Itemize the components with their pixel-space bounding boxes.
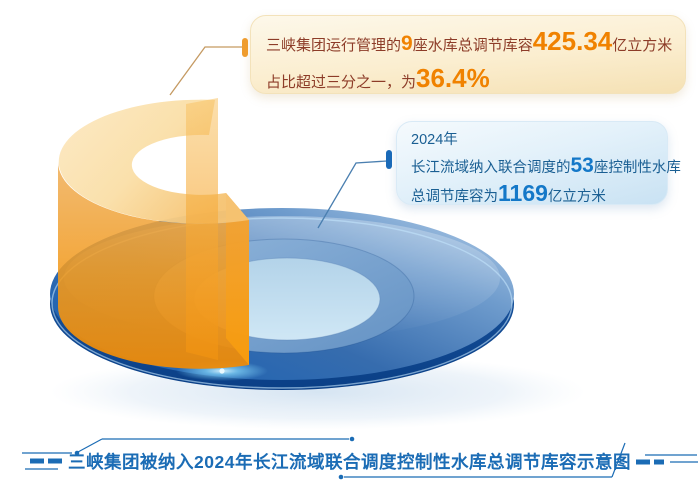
basin-capacity-value: 1169 — [498, 180, 548, 206]
ctg-line2-prefix: 占比超过三分之一，为 — [266, 74, 417, 91]
ctg-line1-suffix: 亿立方米 — [612, 37, 673, 54]
wedge-cut-face-front — [226, 193, 249, 365]
ctg-share-value: 36.4% — [416, 63, 490, 93]
wedge-cut-slab — [186, 98, 218, 360]
callout-ctg-line1: 三峡集团运行管理的9座水库总调节库容425.34亿立方米 — [266, 25, 685, 62]
wedge-ctg-share — [58, 98, 250, 369]
footer-decor — [22, 436, 698, 480]
callout-ctg-tab — [242, 38, 248, 57]
disc-glint-core — [219, 368, 225, 374]
ctg-line1-mid: 座水库总调节库容 — [412, 37, 533, 54]
ctg-capacity-value: 425.34 — [532, 26, 613, 56]
callout-basin-line2: 长江流域纳入联合调度的53座控制性水库 — [411, 153, 681, 181]
connector-orange-line — [169, 46, 243, 96]
basin-line2-suffix: 座控制性水库 — [593, 160, 681, 176]
callout-ctg-line2: 占比超过三分之一，为36.4% — [266, 62, 685, 99]
callout-basin: 2024年 长江流域纳入联合调度的53座控制性水库 总调节库容为1169亿立方米 — [396, 121, 681, 206]
footer-left-diagonal — [77, 438, 103, 453]
footer-right-diagonal — [611, 442, 626, 478]
callout-ctg: 三峡集团运行管理的9座水库总调节库容425.34亿立方米 占比超过三分之一，为3… — [250, 15, 686, 94]
basin-year: 2024年 — [411, 132, 458, 148]
callout-basin-tab — [386, 150, 392, 169]
basin-line2-prefix: 长江流域纳入联合调度的 — [411, 160, 571, 176]
ctg-reservoir-count: 9 — [401, 32, 413, 55]
connector-blue-line — [317, 160, 388, 229]
callout-basin-line3: 总调节库容为1169亿立方米 — [411, 181, 667, 210]
basin-reservoir-count: 53 — [570, 154, 594, 177]
basin-line3-prefix: 总调节库容为 — [411, 189, 498, 205]
basin-line3-suffix: 亿立方米 — [547, 189, 606, 205]
connectors — [169, 46, 388, 229]
footer-top-rule-dot — [349, 436, 355, 442]
footer-bottom-rule-dot — [338, 474, 344, 480]
ctg-line1-prefix: 三峡集团运行管理的 — [266, 37, 402, 54]
disc-rim-light — [51, 217, 513, 389]
chart-title: 三峡集团被纳入2024年长江流域联合调度控制性水库总调节库容示意图 — [68, 452, 631, 472]
